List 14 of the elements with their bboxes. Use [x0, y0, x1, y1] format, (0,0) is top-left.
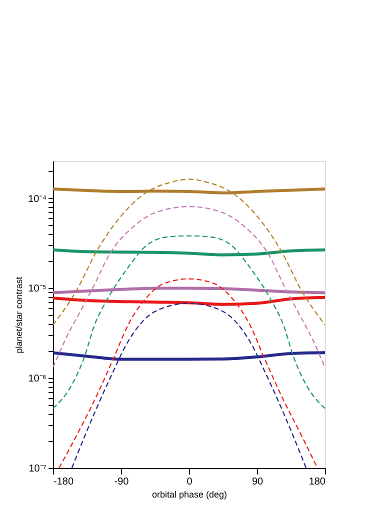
- x-axis-title: orbital phase (deg): [152, 490, 228, 500]
- y-tick-label: 10⁻⁶: [28, 374, 46, 385]
- x-tick-label: -90: [114, 476, 130, 488]
- y-tick-label: 10⁻⁵: [28, 284, 46, 295]
- x-tick-label: 90: [252, 476, 264, 488]
- y-tick-label: 10⁻⁴: [28, 194, 46, 205]
- x-tick-label: 0: [186, 476, 193, 488]
- x-tick-label: 180: [308, 476, 326, 488]
- line-series: [53, 235, 325, 410]
- x-tick-label: -180: [54, 476, 74, 488]
- y-axis-title: planet/star contrast: [14, 276, 24, 354]
- y-tick-label: 10⁻⁷: [28, 464, 47, 474]
- line-series: [53, 178, 325, 326]
- line-series: [53, 206, 325, 368]
